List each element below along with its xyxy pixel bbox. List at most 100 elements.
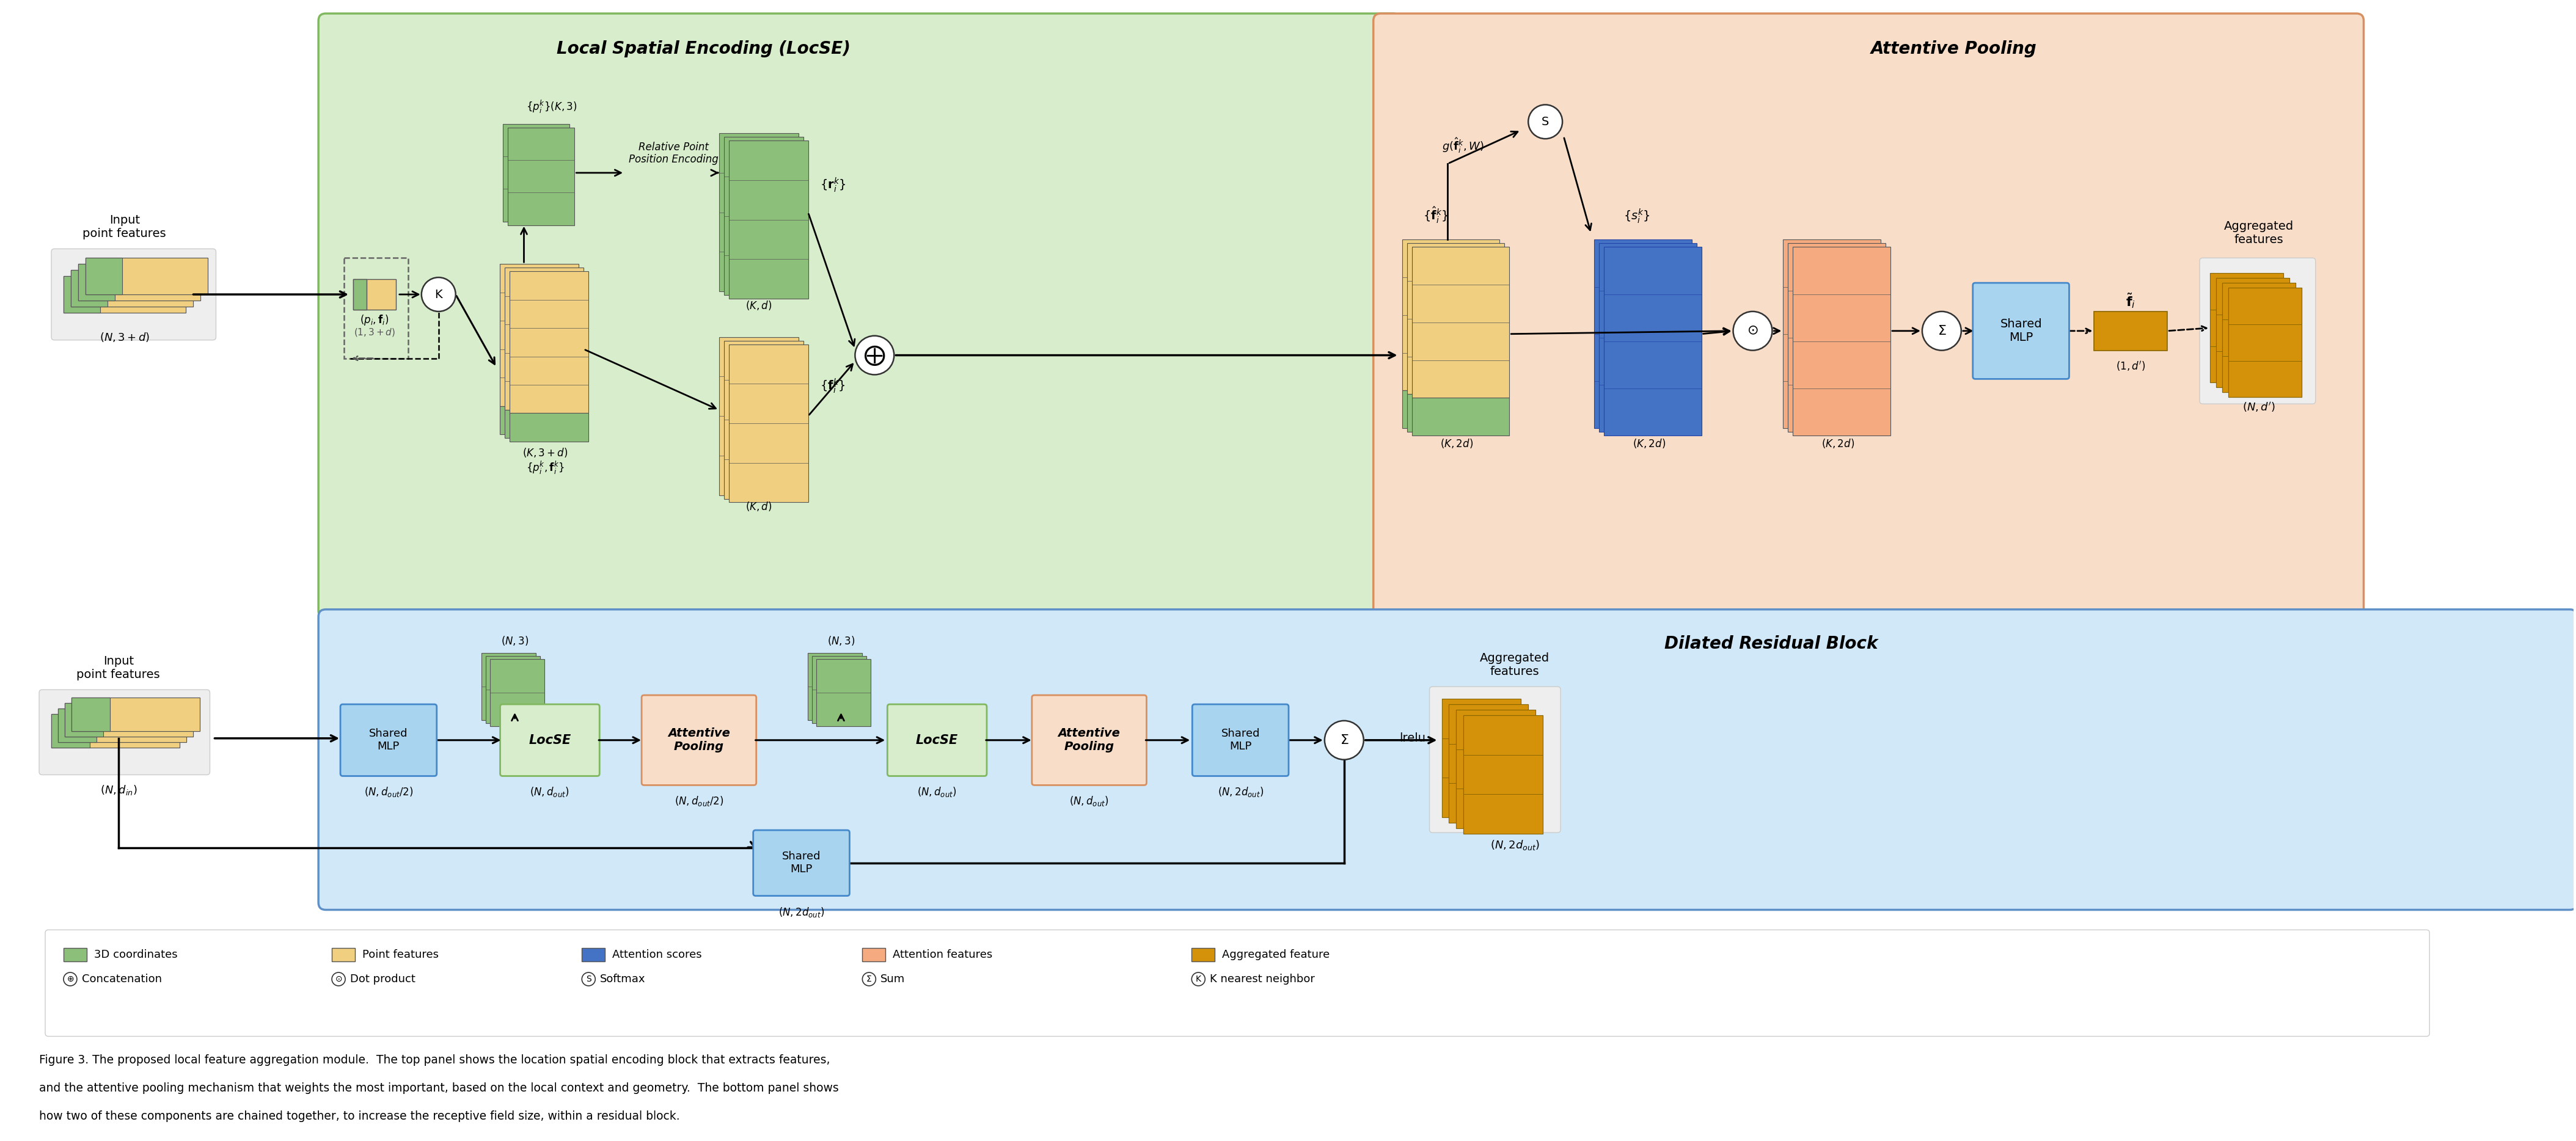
FancyBboxPatch shape — [1193, 704, 1288, 776]
Text: 3D coordinates: 3D coordinates — [93, 949, 178, 961]
Circle shape — [855, 335, 894, 374]
Text: Aggregated feature: Aggregated feature — [1221, 949, 1329, 961]
FancyBboxPatch shape — [1373, 14, 2365, 618]
FancyBboxPatch shape — [353, 280, 397, 309]
Text: Aggregated
features: Aggregated features — [2223, 220, 2293, 245]
FancyBboxPatch shape — [59, 709, 95, 742]
Circle shape — [1734, 311, 1772, 350]
Text: Shared
MLP: Shared MLP — [1999, 318, 2043, 343]
FancyBboxPatch shape — [77, 264, 201, 300]
FancyBboxPatch shape — [1033, 695, 1146, 785]
Text: $\{p_i^k\}(K,3)$: $\{p_i^k\}(K,3)$ — [526, 99, 577, 115]
FancyBboxPatch shape — [1193, 948, 1216, 962]
Text: Shared
MLP: Shared MLP — [368, 728, 407, 752]
FancyBboxPatch shape — [729, 140, 809, 299]
FancyBboxPatch shape — [2210, 273, 2282, 382]
Text: $\odot$: $\odot$ — [335, 974, 343, 984]
FancyBboxPatch shape — [729, 345, 809, 502]
Text: Local Spatial Encoding (LocSE): Local Spatial Encoding (LocSE) — [556, 40, 850, 57]
FancyBboxPatch shape — [505, 410, 585, 438]
FancyBboxPatch shape — [64, 276, 185, 313]
FancyBboxPatch shape — [77, 264, 116, 300]
FancyBboxPatch shape — [39, 689, 209, 775]
FancyBboxPatch shape — [811, 656, 866, 723]
FancyBboxPatch shape — [1448, 704, 1528, 823]
Text: Shared
MLP: Shared MLP — [783, 851, 822, 875]
FancyBboxPatch shape — [2200, 258, 2316, 404]
FancyBboxPatch shape — [64, 703, 103, 736]
FancyBboxPatch shape — [332, 948, 355, 962]
FancyBboxPatch shape — [2223, 283, 2295, 393]
Circle shape — [422, 277, 456, 311]
FancyBboxPatch shape — [77, 264, 201, 300]
Text: Attentive Pooling: Attentive Pooling — [1870, 40, 2038, 57]
FancyBboxPatch shape — [1406, 243, 1504, 394]
FancyBboxPatch shape — [1443, 698, 1520, 817]
Text: $(K, d)$: $(K, d)$ — [744, 500, 773, 512]
Text: Softmax: Softmax — [600, 973, 647, 985]
Text: Attention features: Attention features — [894, 949, 992, 961]
FancyBboxPatch shape — [1448, 704, 1528, 823]
Text: $g(\hat{\mathbf{f}}_i^k, W)$: $g(\hat{\mathbf{f}}_i^k, W)$ — [1443, 137, 1484, 154]
Text: Input
point features: Input point features — [77, 656, 160, 680]
Circle shape — [582, 972, 595, 986]
FancyBboxPatch shape — [64, 276, 100, 313]
FancyBboxPatch shape — [64, 948, 88, 962]
Text: $\Sigma$: $\Sigma$ — [1937, 325, 1947, 337]
FancyBboxPatch shape — [482, 653, 536, 720]
FancyBboxPatch shape — [1443, 698, 1520, 817]
FancyBboxPatch shape — [1401, 240, 1499, 390]
Text: Attentive
Pooling: Attentive Pooling — [1059, 728, 1121, 753]
Text: $\{\mathbf{r}_i^k\}$: $\{\mathbf{r}_i^k\}$ — [819, 176, 845, 194]
Text: $(K, 2d)$: $(K, 2d)$ — [1440, 437, 1473, 450]
FancyBboxPatch shape — [353, 280, 366, 309]
Text: S: S — [1540, 116, 1548, 128]
FancyBboxPatch shape — [505, 268, 585, 410]
FancyBboxPatch shape — [72, 697, 198, 731]
Text: $(N, 2d_{out})$: $(N, 2d_{out})$ — [1218, 786, 1262, 799]
FancyBboxPatch shape — [752, 831, 850, 896]
Text: Input
point features: Input point features — [82, 215, 167, 240]
FancyBboxPatch shape — [817, 659, 871, 726]
Text: how two of these components are chained together, to increase the receptive fiel: how two of these components are chained … — [39, 1110, 680, 1122]
FancyBboxPatch shape — [500, 704, 600, 776]
Text: $\bigoplus$: $\bigoplus$ — [863, 343, 886, 367]
Text: Attentive
Pooling: Attentive Pooling — [667, 728, 729, 753]
Text: Sum: Sum — [881, 973, 904, 985]
FancyBboxPatch shape — [724, 341, 804, 499]
Circle shape — [1922, 311, 1960, 350]
FancyBboxPatch shape — [1455, 710, 1535, 828]
Circle shape — [332, 972, 345, 986]
FancyBboxPatch shape — [52, 714, 90, 747]
FancyBboxPatch shape — [1406, 394, 1504, 431]
Text: $\Sigma$: $\Sigma$ — [1340, 734, 1350, 746]
FancyBboxPatch shape — [72, 697, 198, 731]
FancyBboxPatch shape — [1793, 246, 1891, 436]
Text: $\oplus$: $\oplus$ — [67, 974, 75, 984]
Text: $(1, d')$: $(1, d')$ — [2115, 359, 2146, 372]
FancyBboxPatch shape — [52, 249, 216, 340]
Text: Shared
MLP: Shared MLP — [1221, 728, 1260, 752]
FancyBboxPatch shape — [52, 714, 180, 747]
FancyBboxPatch shape — [72, 270, 193, 307]
FancyBboxPatch shape — [641, 695, 757, 785]
FancyBboxPatch shape — [507, 128, 574, 225]
FancyBboxPatch shape — [1430, 687, 1561, 833]
FancyBboxPatch shape — [64, 276, 100, 313]
Text: $\odot$: $\odot$ — [1747, 325, 1759, 337]
Text: $(N, d_{out}/2)$: $(N, d_{out}/2)$ — [675, 795, 724, 808]
FancyBboxPatch shape — [1595, 240, 1692, 428]
FancyBboxPatch shape — [1412, 246, 1510, 398]
FancyBboxPatch shape — [1463, 715, 1543, 834]
Text: $(N, 3)$: $(N, 3)$ — [500, 634, 528, 647]
FancyBboxPatch shape — [510, 272, 587, 413]
Text: $\{\mathbf{f}_i^k\}$: $\{\mathbf{f}_i^k\}$ — [819, 377, 845, 395]
FancyBboxPatch shape — [46, 930, 2429, 1036]
FancyBboxPatch shape — [2228, 288, 2300, 397]
FancyBboxPatch shape — [85, 258, 121, 294]
Text: $(N, d')$: $(N, d')$ — [2241, 400, 2275, 414]
Text: and the attentive pooling mechanism that weights the most important, based on th: and the attentive pooling mechanism that… — [39, 1083, 840, 1094]
Text: Dot product: Dot product — [350, 973, 415, 985]
FancyBboxPatch shape — [1455, 710, 1535, 828]
FancyBboxPatch shape — [1788, 243, 1886, 431]
